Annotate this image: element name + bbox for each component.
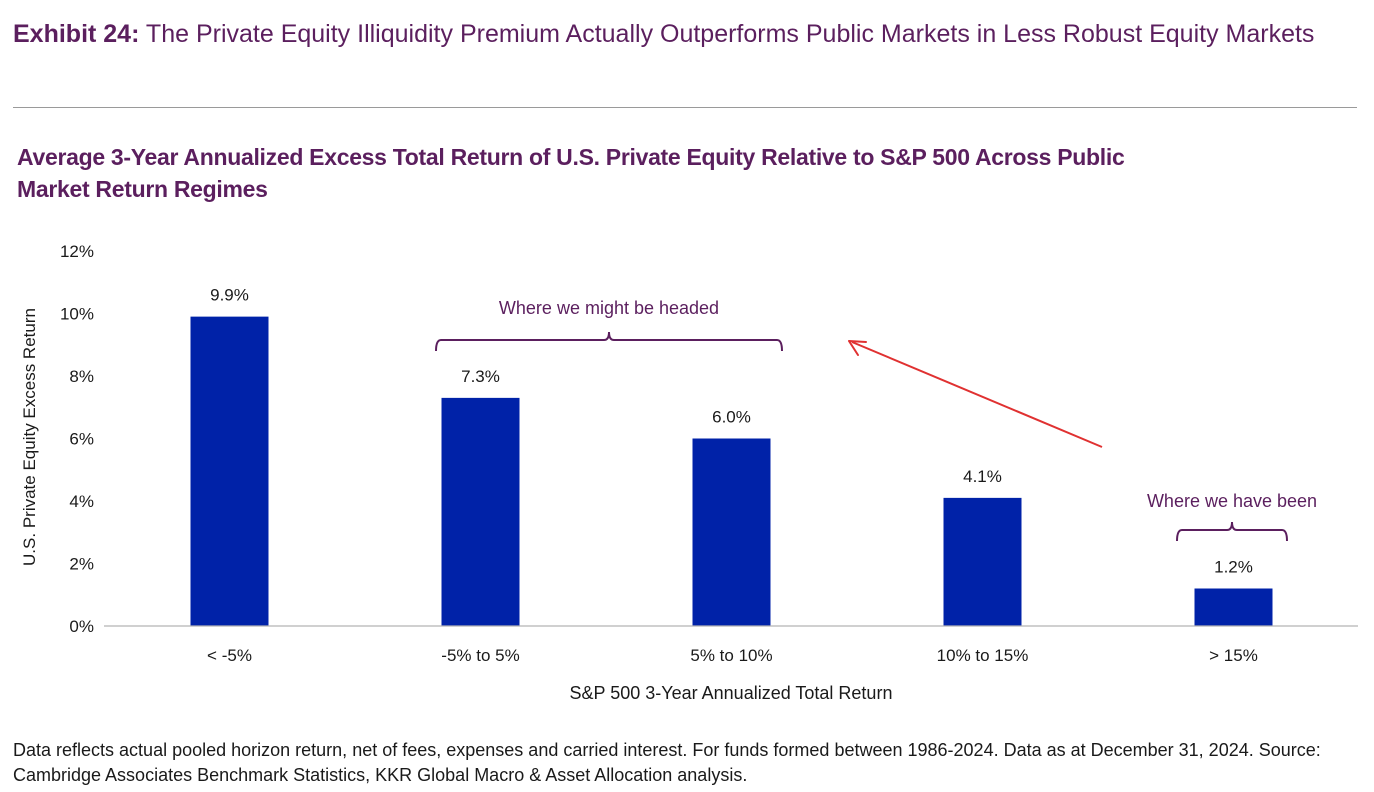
y-tick-label: 0%	[69, 617, 94, 636]
arrow-head	[848, 340, 867, 356]
bar	[441, 397, 520, 626]
x-tick-label: 10% to 15%	[937, 646, 1029, 665]
exhibit-title: Exhibit 24: The Private Equity Illiquidi…	[13, 18, 1333, 51]
chart-title: Average 3-Year Annualized Excess Total R…	[17, 144, 1125, 202]
bar	[943, 497, 1022, 626]
x-tick-label: < -5%	[207, 646, 252, 665]
y-axis-label: U.S. Private Equity Excess Return	[20, 308, 39, 566]
y-tick-label: 2%	[69, 555, 94, 574]
annotations: Where we might be headed Where we have be…	[435, 298, 1317, 542]
x-tick-label: > 15%	[1209, 646, 1258, 665]
bar-chart: 0% 2% 4% 6% 8% 10% 12% U.S. Private Equity Exc…	[20, 242, 1358, 703]
y-tick-label: 4%	[69, 492, 94, 511]
arrow-line	[851, 341, 1103, 448]
bar	[190, 316, 269, 626]
title-divider	[13, 107, 1357, 108]
trend-arrow	[848, 340, 1103, 448]
x-tick-label: 5% to 10%	[690, 646, 772, 665]
annotation-brace	[1176, 521, 1288, 542]
exhibit-label: Exhibit 24:	[13, 20, 140, 48]
bar	[1194, 588, 1273, 626]
x-tick-label: -5% to 5%	[441, 646, 519, 665]
y-tick-label: 8%	[69, 367, 94, 386]
footnote: Data reflects actual pooled horizon retu…	[13, 740, 1321, 785]
y-tick-label: 10%	[60, 305, 94, 324]
bar-value-label: 4.1%	[963, 467, 1002, 486]
annotation-label: Where we have been	[1147, 491, 1317, 511]
exhibit-title-text: The Private Equity Illiquidity Premium A…	[145, 20, 1315, 48]
annotation-label: Where we might be headed	[499, 298, 719, 318]
bars: 9.9% 7.3% 6.0% 4.1% 1.2%	[190, 286, 1273, 626]
y-tick-label: 12%	[60, 242, 94, 261]
y-tick-label: 6%	[69, 430, 94, 449]
annotation-brace	[435, 331, 783, 352]
y-axis-ticks: 0% 2% 4% 6% 8% 10% 12%	[60, 242, 94, 636]
x-axis-ticks: < -5% -5% to 5% 5% to 10% 10% to 15% > 15%	[207, 646, 1258, 665]
bar-value-label: 7.3%	[461, 367, 500, 386]
x-axis-label: S&P 500 3-Year Annualized Total Return	[570, 683, 893, 703]
bar	[692, 438, 771, 626]
bar-value-label: 1.2%	[1214, 558, 1253, 577]
bar-value-label: 9.9%	[210, 286, 249, 305]
bar-value-label: 6.0%	[712, 408, 751, 427]
